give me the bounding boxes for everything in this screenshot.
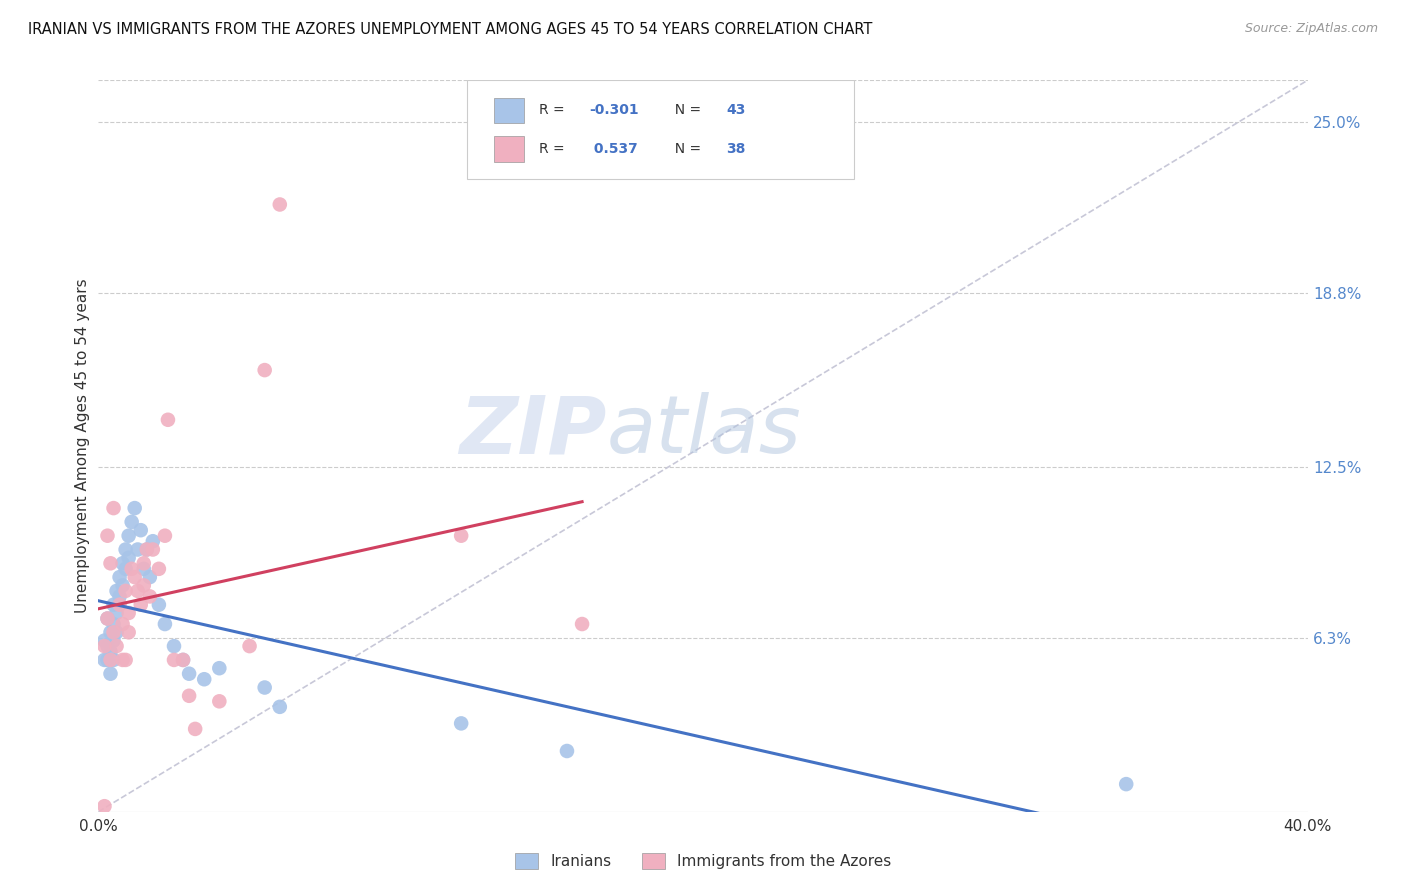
Point — [103, 653, 125, 667]
Point — [103, 598, 125, 612]
Point — [269, 197, 291, 211]
Point — [118, 625, 141, 640]
Point — [100, 557, 122, 571]
Point — [153, 617, 176, 632]
Point — [208, 694, 231, 708]
Point — [100, 666, 122, 681]
FancyBboxPatch shape — [494, 98, 524, 123]
Point — [118, 529, 141, 543]
Point — [129, 523, 152, 537]
Point — [111, 617, 134, 632]
Text: R =: R = — [538, 142, 568, 156]
Text: Source: ZipAtlas.com: Source: ZipAtlas.com — [1244, 22, 1378, 36]
Text: IRANIAN VS IMMIGRANTS FROM THE AZORES UNEMPLOYMENT AMONG AGES 45 TO 54 YEARS COR: IRANIAN VS IMMIGRANTS FROM THE AZORES UN… — [28, 22, 873, 37]
Point — [105, 606, 128, 620]
Point — [124, 501, 146, 516]
FancyBboxPatch shape — [494, 136, 524, 162]
Point — [148, 562, 170, 576]
Point — [103, 633, 125, 648]
Point — [96, 639, 118, 653]
Point — [108, 570, 131, 584]
Point — [269, 699, 291, 714]
Point — [208, 661, 231, 675]
Point — [111, 653, 134, 667]
Point — [163, 639, 186, 653]
Point — [450, 716, 472, 731]
Point — [93, 639, 115, 653]
Point — [172, 653, 194, 667]
Point — [93, 653, 115, 667]
Point — [135, 542, 157, 557]
Point — [129, 598, 152, 612]
Point — [114, 583, 136, 598]
Point — [127, 542, 149, 557]
Point — [114, 542, 136, 557]
Point — [118, 550, 141, 565]
Point — [100, 645, 122, 659]
Point — [184, 722, 207, 736]
Point — [163, 653, 186, 667]
Legend: Iranians, Immigrants from the Azores: Iranians, Immigrants from the Azores — [509, 847, 897, 875]
Text: 0.537: 0.537 — [589, 142, 638, 156]
Point — [121, 515, 143, 529]
Point — [105, 639, 128, 653]
Point — [132, 562, 155, 576]
Point — [108, 598, 131, 612]
Y-axis label: Unemployment Among Ages 45 to 54 years: Unemployment Among Ages 45 to 54 years — [75, 278, 90, 614]
Point — [179, 689, 201, 703]
Point — [142, 542, 165, 557]
Point — [96, 653, 118, 667]
Point — [142, 534, 165, 549]
Point — [148, 598, 170, 612]
FancyBboxPatch shape — [467, 80, 855, 179]
Point — [555, 744, 578, 758]
Point — [1115, 777, 1137, 791]
Text: N =: N = — [665, 142, 704, 156]
Text: -0.301: -0.301 — [589, 103, 638, 117]
Point — [93, 799, 115, 814]
Point — [105, 625, 128, 640]
Point — [100, 653, 122, 667]
Point — [108, 590, 131, 604]
Point — [156, 413, 179, 427]
Point — [193, 672, 215, 686]
Point — [239, 639, 262, 653]
Point — [103, 501, 125, 516]
Point — [124, 570, 146, 584]
Point — [118, 606, 141, 620]
Text: R =: R = — [538, 103, 568, 117]
Point — [114, 562, 136, 576]
Point — [132, 557, 155, 571]
Text: 43: 43 — [725, 103, 745, 117]
Point — [93, 633, 115, 648]
Point — [139, 570, 162, 584]
Text: atlas: atlas — [606, 392, 801, 470]
Point — [153, 529, 176, 543]
Point — [103, 617, 125, 632]
Point — [571, 617, 593, 632]
Point — [105, 583, 128, 598]
Point — [450, 529, 472, 543]
Point — [111, 578, 134, 592]
Point — [121, 562, 143, 576]
Text: ZIP: ZIP — [458, 392, 606, 470]
Point — [96, 611, 118, 625]
Text: 38: 38 — [725, 142, 745, 156]
Point — [96, 611, 118, 625]
Text: N =: N = — [665, 103, 704, 117]
Point — [139, 590, 162, 604]
Point — [103, 625, 125, 640]
Point — [172, 653, 194, 667]
Point — [253, 363, 276, 377]
Point — [127, 583, 149, 598]
Point — [114, 653, 136, 667]
Point — [96, 529, 118, 543]
Point — [179, 666, 201, 681]
Point — [253, 681, 276, 695]
Point — [135, 542, 157, 557]
Point — [111, 557, 134, 571]
Point — [100, 625, 122, 640]
Point — [132, 578, 155, 592]
